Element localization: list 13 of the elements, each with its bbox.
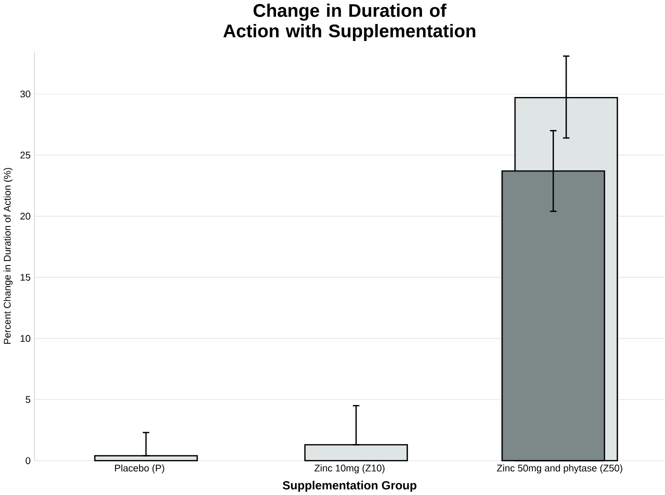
y-axis-title: Percent Change in Duration of Action (%) <box>4 168 13 344</box>
y-tick-label: 10 <box>20 334 30 342</box>
y-tick-label: 30 <box>20 90 30 98</box>
y-tick-label: 5 <box>26 396 30 403</box>
x-tick-label: Placebo (P) <box>115 464 164 474</box>
x-axis-title: Supplementation Group <box>282 480 416 492</box>
y-tick-label: 15 <box>20 274 30 281</box>
x-tick-label: Zinc 50mg and phytase (Z50) <box>496 464 622 474</box>
chart-title: Change in Duration of Action with Supplementation <box>223 3 476 41</box>
y-tick-label: 25 <box>20 151 30 158</box>
x-tick-label: Zinc 10mg (Z10) <box>314 464 384 474</box>
y-tick-label: 20 <box>20 212 30 220</box>
y-tick-label: 0 <box>26 457 30 464</box>
